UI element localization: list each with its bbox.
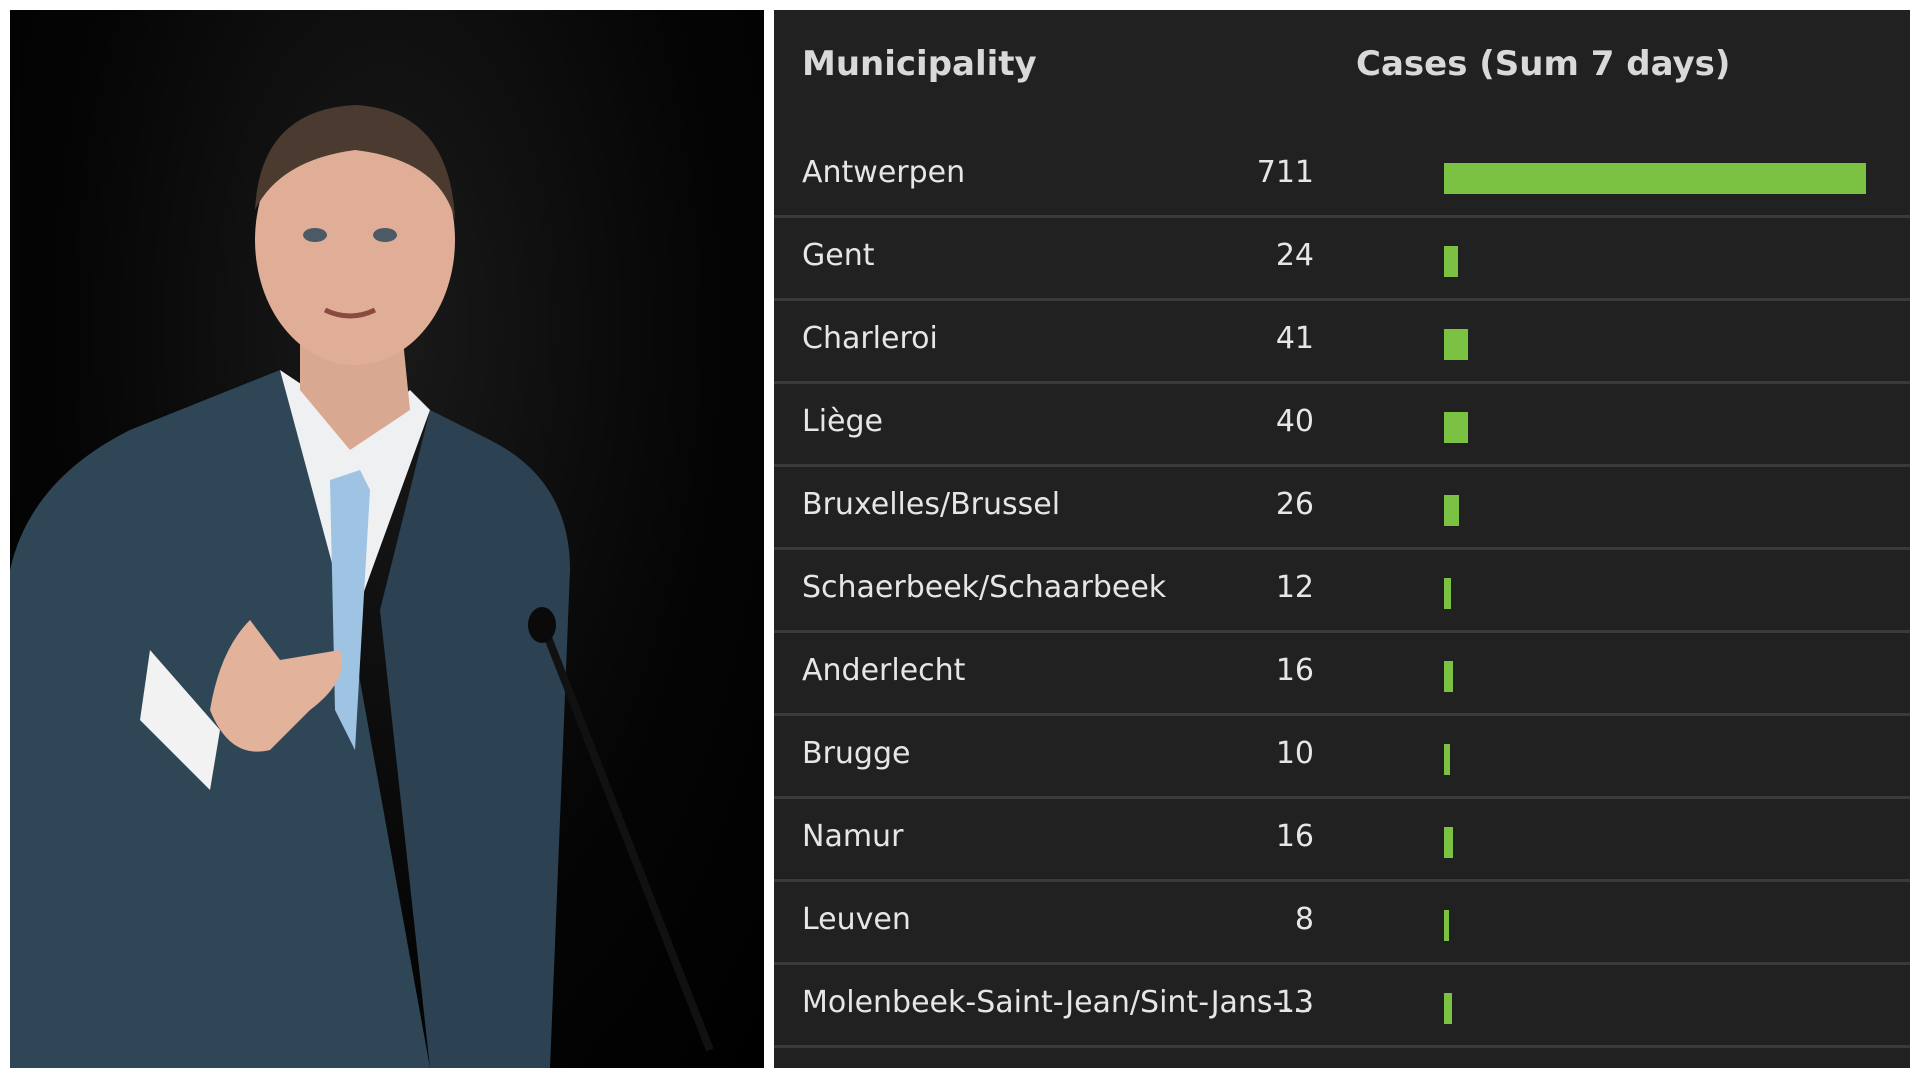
municipality-name: Anderlecht <box>802 653 966 688</box>
case-count: 16 <box>1275 819 1314 854</box>
case-count: 10 <box>1275 736 1314 771</box>
case-bar <box>1444 910 1449 941</box>
cases-table: Municipality Cases (Sum 7 days) Antwerpe… <box>774 10 1910 1068</box>
case-bar <box>1444 246 1458 277</box>
case-count: 13 <box>1275 985 1314 1020</box>
header-cases: Cases (Sum 7 days) <box>1356 44 1731 84</box>
case-bar <box>1444 661 1453 692</box>
table-rows: Antwerpen 711 Gent 24 Charleroi 41 Liège 40 Brux… <box>774 135 1910 1048</box>
table-row: Schaerbeek/Schaarbeek 12 <box>774 550 1910 633</box>
table-row: Charleroi 41 <box>774 301 1910 384</box>
municipality-name: Bruxelles/Brussel <box>802 487 1061 522</box>
case-count: 24 <box>1275 238 1314 273</box>
case-bar <box>1444 412 1468 443</box>
table-row: Namur 16 <box>774 799 1910 882</box>
municipality-name: Brugge <box>802 736 911 771</box>
table-row: Liège 40 <box>774 384 1910 467</box>
speaker-photo <box>10 10 764 1068</box>
municipality-name: Charleroi <box>802 321 938 356</box>
municipality-name: Antwerpen <box>802 155 966 190</box>
case-bar <box>1444 163 1866 194</box>
case-count: 26 <box>1275 487 1314 522</box>
table-row: Molenbeek-Saint-Jean/Sint-Jans-... 13 <box>774 965 1910 1048</box>
table-row: Anderlecht 16 <box>774 633 1910 716</box>
municipality-name: Leuven <box>802 902 911 937</box>
case-bar <box>1444 495 1459 526</box>
municipality-name: Molenbeek-Saint-Jean/Sint-Jans-... <box>802 985 1312 1020</box>
table-row: Bruxelles/Brussel 26 <box>774 467 1910 550</box>
table-row: Gent 24 <box>774 218 1910 301</box>
case-bar <box>1444 827 1453 858</box>
case-bar <box>1444 993 1452 1024</box>
municipality-name: Schaerbeek/Schaarbeek <box>802 570 1167 605</box>
case-bar <box>1444 329 1468 360</box>
table-row: Brugge 10 <box>774 716 1910 799</box>
case-count: 40 <box>1275 404 1314 439</box>
case-count: 41 <box>1275 321 1314 356</box>
municipality-name: Gent <box>802 238 875 273</box>
header-municipality: Municipality <box>802 44 1037 84</box>
case-count: 711 <box>1256 155 1314 190</box>
case-count: 16 <box>1275 653 1314 688</box>
case-bar <box>1444 744 1450 775</box>
municipality-name: Liège <box>802 404 884 439</box>
municipality-name: Namur <box>802 819 904 854</box>
case-count: 12 <box>1275 570 1314 605</box>
table-row: Antwerpen 711 <box>774 135 1910 218</box>
table-row: Leuven 8 <box>774 882 1910 965</box>
case-bar <box>1444 578 1451 609</box>
case-count: 8 <box>1294 902 1314 937</box>
table-header: Municipality Cases (Sum 7 days) <box>774 10 1910 120</box>
